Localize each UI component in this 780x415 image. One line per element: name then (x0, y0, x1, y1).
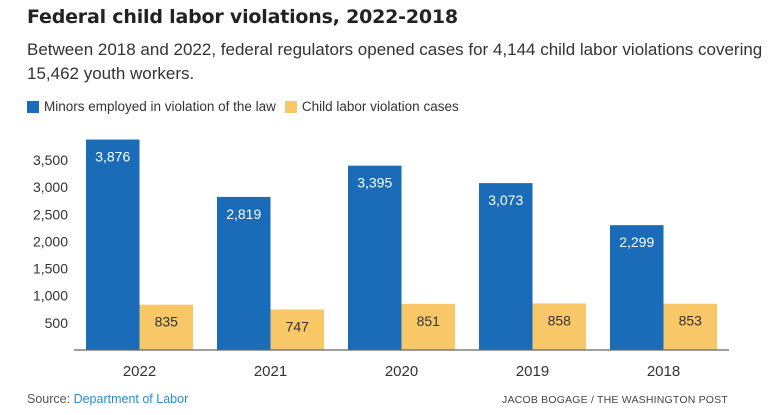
bar-minors-2018 (610, 225, 664, 350)
data-label: 851 (417, 313, 441, 329)
y-tick-label: 1,500 (33, 261, 68, 277)
data-label: 2,819 (226, 206, 261, 222)
source-link[interactable]: Department of Labor (73, 392, 189, 406)
chart-subtitle: Between 2018 and 2022, federal regulator… (27, 40, 763, 83)
bar-cases-2022 (139, 304, 193, 350)
legend-swatch-cases (284, 100, 297, 113)
y-tick-label: 1,000 (33, 288, 68, 304)
bar-cases-2020 (401, 303, 455, 350)
bar-cases-2018 (663, 303, 717, 350)
data-label: 835 (155, 314, 179, 330)
y-tick-label: 2,000 (33, 233, 68, 249)
source-note: Source: Department of Labor (27, 392, 188, 406)
legend: Minors employed in violation of the law … (27, 99, 468, 114)
data-label: 853 (679, 313, 703, 329)
data-label: 3,876 (95, 149, 130, 165)
data-label: 747 (286, 318, 310, 334)
source-prefix: Source: (27, 392, 71, 406)
chart-title: Federal child labor violations, 2022-201… (27, 6, 458, 28)
bar-cases-2021 (270, 309, 324, 350)
data-label: 3,395 (357, 175, 392, 191)
x-tick-label: 2019 (516, 363, 549, 380)
bar-minors-2020 (348, 165, 402, 350)
legend-item-cases: Child labor violation cases (284, 99, 459, 114)
legend-label-minors: Minors employed in violation of the law (44, 99, 276, 114)
legend-item-minors: Minors employed in violation of the law (27, 99, 276, 114)
y-tick-label: 500 (45, 315, 69, 331)
bar-cases-2019 (532, 303, 586, 350)
y-tick-label: 3,000 (33, 179, 68, 195)
bar-minors-2022 (86, 139, 140, 350)
x-tick-label: 2022 (123, 363, 156, 380)
x-tick-label: 2018 (647, 363, 680, 380)
x-tick-label: 2021 (254, 363, 287, 380)
y-tick-label: 3,500 (33, 152, 68, 168)
bar-minors-2019 (479, 183, 533, 350)
data-label: 858 (548, 312, 572, 328)
legend-swatch-minors (27, 100, 39, 113)
y-tick-label: 2,500 (33, 206, 68, 222)
bar-minors-2021 (217, 196, 271, 350)
data-label: 2,299 (619, 234, 654, 250)
data-label: 3,073 (488, 192, 523, 208)
credit: JACOB BOGAGE / THE WASHINGTON POST (502, 394, 728, 406)
x-tick-label: 2020 (385, 363, 418, 380)
legend-label-cases: Child labor violation cases (301, 99, 459, 114)
